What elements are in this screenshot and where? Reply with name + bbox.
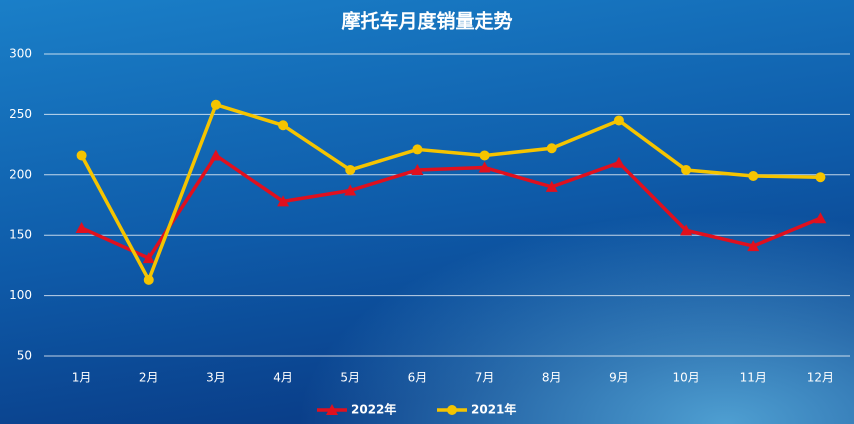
point-marker: [613, 115, 624, 126]
point-marker: [344, 184, 357, 196]
x-tick-label: 9月: [609, 371, 629, 385]
x-tick-label: 3月: [206, 371, 226, 385]
point-marker: [479, 150, 490, 161]
legend-label: 2021年: [471, 402, 516, 417]
y-tick-label: 100: [9, 288, 32, 302]
point-marker: [546, 143, 557, 154]
point-marker: [748, 171, 759, 182]
x-tick-label: 2月: [139, 371, 159, 385]
y-tick-label: 250: [9, 107, 32, 121]
point-marker: [142, 252, 155, 264]
point-marker: [814, 212, 827, 224]
x-tick-label: 7月: [475, 371, 495, 385]
x-tick-label: 5月: [340, 371, 360, 385]
y-tick-label: 50: [17, 349, 32, 363]
x-tick-label: 6月: [408, 371, 428, 385]
x-tick-label: 12月: [807, 371, 834, 385]
point-marker: [612, 156, 625, 168]
y-tick-label: 150: [9, 228, 32, 242]
point-marker: [747, 240, 760, 252]
legend-marker: [326, 404, 338, 415]
point-marker: [680, 224, 693, 236]
point-marker: [545, 180, 558, 192]
x-tick-label: 11月: [740, 371, 767, 385]
point-marker: [210, 99, 221, 110]
point-marker: [478, 161, 491, 173]
legend-label: 2022年: [351, 402, 396, 417]
x-tick-label: 4月: [273, 371, 293, 385]
y-tick-label: 200: [9, 167, 32, 181]
x-tick-label: 8月: [542, 371, 562, 385]
x-tick-label: 1月: [72, 371, 92, 385]
point-marker: [412, 144, 423, 155]
point-marker: [277, 195, 290, 207]
series-line: [80, 153, 822, 260]
series-line: [80, 102, 821, 282]
point-marker: [143, 274, 154, 285]
point-marker: [411, 163, 424, 175]
legend-marker: [447, 405, 457, 415]
y-tick-label: 300: [9, 47, 32, 61]
x-tick-label: 10月: [672, 371, 699, 385]
point-marker: [681, 164, 692, 175]
point-marker: [75, 221, 88, 233]
point-marker: [345, 164, 356, 175]
point-marker: [76, 150, 87, 161]
point-marker: [209, 149, 222, 161]
point-marker: [278, 120, 289, 131]
point-marker: [815, 172, 826, 183]
chart-title: 摩托车月度销量走势: [341, 10, 512, 33]
